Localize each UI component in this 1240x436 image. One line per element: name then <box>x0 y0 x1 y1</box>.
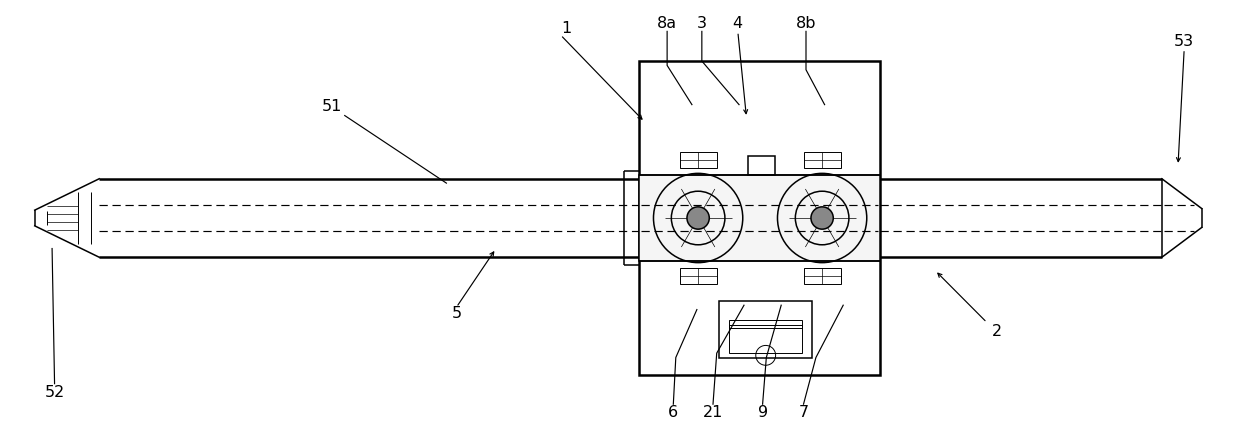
Bar <box>804 152 841 168</box>
Text: 51: 51 <box>322 99 342 114</box>
Text: 3: 3 <box>697 17 707 31</box>
Bar <box>719 301 812 358</box>
Text: 1: 1 <box>562 21 572 36</box>
Bar <box>639 175 880 261</box>
Text: 8b: 8b <box>796 17 816 31</box>
Text: 53: 53 <box>1174 34 1194 49</box>
Text: 8a: 8a <box>657 17 677 31</box>
Bar <box>804 268 841 284</box>
Text: 2: 2 <box>992 324 1002 339</box>
Text: 52: 52 <box>45 385 64 400</box>
Bar <box>680 268 717 284</box>
Text: 5: 5 <box>451 307 461 321</box>
Bar <box>748 156 775 175</box>
Text: 6: 6 <box>668 405 678 419</box>
Text: 4: 4 <box>733 17 743 31</box>
Text: 7: 7 <box>799 405 808 419</box>
Bar <box>729 320 802 328</box>
Text: 21: 21 <box>703 405 723 419</box>
Ellipse shape <box>811 207 833 229</box>
Bar <box>639 61 880 375</box>
Bar <box>729 325 802 353</box>
Text: 9: 9 <box>758 405 768 419</box>
Bar <box>680 152 717 168</box>
Ellipse shape <box>687 207 709 229</box>
